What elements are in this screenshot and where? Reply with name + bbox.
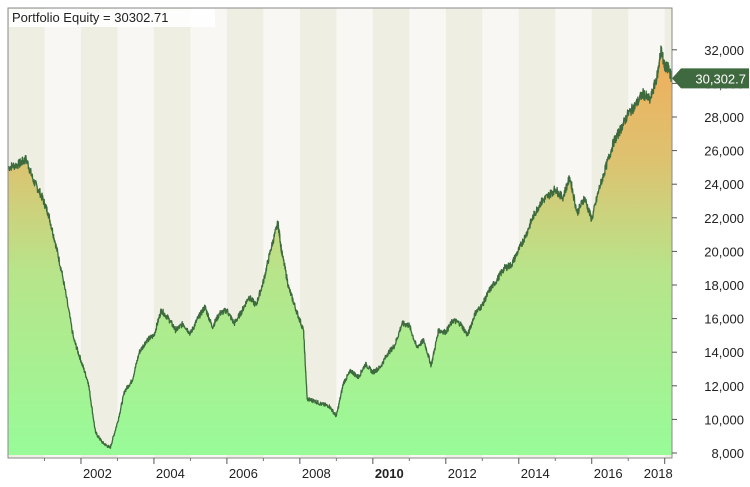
series-layer bbox=[8, 45, 672, 455]
y-tick-label: 14,000 bbox=[704, 345, 744, 360]
y-tick-label: 28,000 bbox=[704, 110, 744, 125]
x-tick-label: 2004 bbox=[156, 466, 185, 481]
x-tick-label: 2010 bbox=[375, 466, 404, 481]
y-tick-label: 10,000 bbox=[704, 412, 744, 427]
x-tick-label: 2002 bbox=[83, 466, 112, 481]
y-tick-label: 8,000 bbox=[711, 446, 744, 461]
y-tick-label: 32,000 bbox=[704, 43, 744, 58]
chart-title: Portfolio Equity = 30302.71 bbox=[12, 10, 168, 25]
y-tick-label: 24,000 bbox=[704, 177, 744, 192]
last-value-badge: 30,302.7 bbox=[672, 68, 749, 89]
x-tick-label: 2016 bbox=[594, 466, 623, 481]
y-tick-label: 18,000 bbox=[704, 278, 744, 293]
y-tick-label: 26,000 bbox=[704, 144, 744, 159]
title-background bbox=[9, 9, 215, 27]
x-tick-label: 2018 bbox=[644, 466, 673, 481]
y-tick-label: 16,000 bbox=[704, 312, 744, 327]
y-tick-label: 12,000 bbox=[704, 379, 744, 394]
equity-area bbox=[8, 46, 672, 455]
last-value-label: 30,302.7 bbox=[695, 71, 746, 86]
last-value-badge-shape bbox=[672, 68, 749, 89]
x-tick-label: 2014 bbox=[521, 466, 550, 481]
plot-border bbox=[7, 7, 673, 459]
equity-line bbox=[8, 45, 672, 449]
x-tick-label: 2008 bbox=[302, 466, 331, 481]
x-axis: 2002 2004 2006 2008 2010 2012 2014 2016 2018 bbox=[43, 458, 673, 481]
x-tick-label: 2012 bbox=[448, 466, 477, 481]
y-tick-label: 20,000 bbox=[704, 244, 744, 259]
y-tick-label: 22,000 bbox=[704, 211, 744, 226]
x-tick-label: 2006 bbox=[229, 466, 258, 481]
